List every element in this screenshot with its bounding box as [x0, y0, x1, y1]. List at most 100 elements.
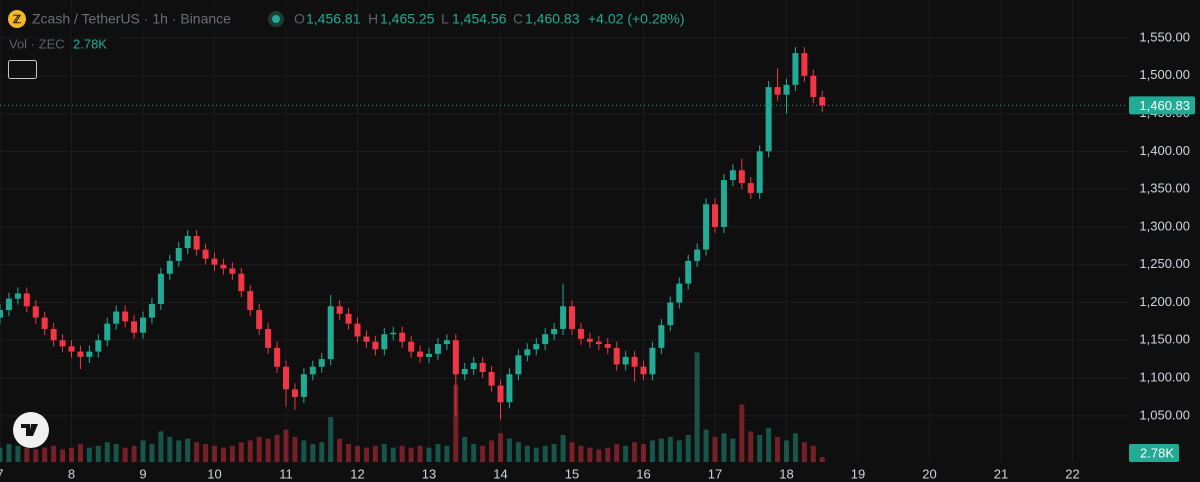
volume-backdrop [6, 34, 118, 54]
y-tick-label: 1,500.00 [1139, 67, 1190, 82]
x-tick-label: 19 [851, 466, 865, 481]
candle-body [238, 273, 245, 292]
ohlc-value: 1,454.56 [452, 11, 507, 27]
candle-body [694, 249, 701, 261]
candle-body [515, 355, 522, 375]
candle-body [265, 328, 272, 348]
candle-body [631, 356, 638, 367]
volume-bar [641, 444, 647, 462]
volume-bar [435, 444, 441, 462]
volume-bar [6, 444, 12, 462]
candle-body [747, 183, 754, 193]
collapse-button[interactable] [8, 60, 37, 79]
volume-bar [658, 438, 664, 462]
volume-bar [212, 445, 218, 462]
candle-body [193, 235, 200, 250]
volume-bar [274, 435, 280, 462]
volume-bar [292, 436, 298, 462]
candle-body [488, 372, 495, 386]
x-tick-label: 21 [994, 466, 1008, 481]
candle-body [551, 328, 558, 335]
candle-body [86, 351, 93, 357]
status-dot [272, 15, 280, 23]
volume-bar [542, 445, 548, 462]
volume-bar [515, 442, 521, 462]
candle-body [390, 332, 397, 335]
volume-bar [623, 445, 629, 462]
x-tick-label: 20 [922, 466, 936, 481]
candle-body [283, 366, 290, 390]
symbol-title: Zcash / TetherUS · 1h · Binance [32, 11, 231, 27]
candle-body [720, 180, 727, 227]
candle-body [381, 334, 388, 350]
volume-bar [42, 447, 48, 462]
candle-body [59, 340, 66, 347]
volume-bar [801, 442, 807, 462]
volume-bar [748, 431, 754, 462]
tv-logo [13, 412, 49, 448]
volume-bar [51, 445, 57, 462]
candle-body [676, 283, 683, 303]
volume-bar [739, 404, 745, 462]
volume-tag [1129, 444, 1179, 462]
volume-bar [265, 438, 271, 462]
volume-bar [229, 445, 235, 462]
volume-bar [489, 440, 495, 462]
candle-body [461, 368, 468, 375]
volume-bar [685, 435, 691, 462]
ohlc-label: L [441, 11, 449, 27]
candle-body [801, 53, 808, 76]
volume-bar [694, 352, 700, 462]
logo-glyph: ℤ [13, 14, 21, 26]
volume-bar [408, 447, 414, 462]
ohlc-label: C [513, 11, 523, 27]
volume-pane [0, 352, 825, 462]
volume-bar [792, 433, 798, 462]
candle-body [622, 356, 629, 365]
candle-body [131, 321, 138, 333]
symbol-logo [8, 10, 26, 28]
x-tick-label: 16 [636, 466, 650, 481]
volume-bar [372, 445, 378, 462]
volume-bar [819, 457, 825, 462]
x-tick-label: 10 [207, 466, 221, 481]
candle-body [810, 75, 817, 97]
volume-bar [158, 431, 164, 462]
volume-bar [176, 440, 182, 462]
candle-body [175, 248, 182, 261]
candle-body [524, 349, 531, 356]
candle-body [434, 344, 441, 354]
candle-body [32, 306, 39, 318]
candle-body [577, 328, 584, 339]
candle-body [792, 53, 799, 85]
candle-body [68, 346, 75, 352]
volume-bar [453, 384, 459, 462]
volume-bar [283, 429, 289, 462]
volume-bar [498, 433, 504, 462]
ohlc-label: O [294, 11, 305, 27]
candle-body [738, 170, 745, 184]
candle-body [23, 293, 30, 307]
volume-bar [480, 445, 486, 462]
volume-bar [578, 445, 584, 462]
candle-body [211, 258, 218, 265]
volume-bar [149, 444, 155, 462]
volume-bar [676, 440, 682, 462]
last-price-tag [1129, 96, 1195, 115]
x-tick-label: 9 [139, 466, 146, 481]
volume-label: Vol · ZEC [9, 36, 65, 51]
y-tick-label: 1,400.00 [1139, 143, 1190, 158]
candle-body [157, 273, 164, 304]
volume-bar [605, 447, 611, 462]
candle-body [14, 293, 21, 299]
volume-bar [104, 442, 110, 462]
candle-body [202, 249, 209, 259]
candle-body [604, 344, 611, 348]
last-price-label: 1,460.83 [1139, 98, 1190, 113]
candle-body [765, 87, 772, 152]
y-tick-label: 1,150.00 [1139, 332, 1190, 347]
ohlc-value: 1,460.83 [525, 11, 580, 27]
candle-body [229, 268, 236, 274]
candle-body [470, 362, 477, 369]
x-tick-label: 7 [0, 466, 4, 481]
